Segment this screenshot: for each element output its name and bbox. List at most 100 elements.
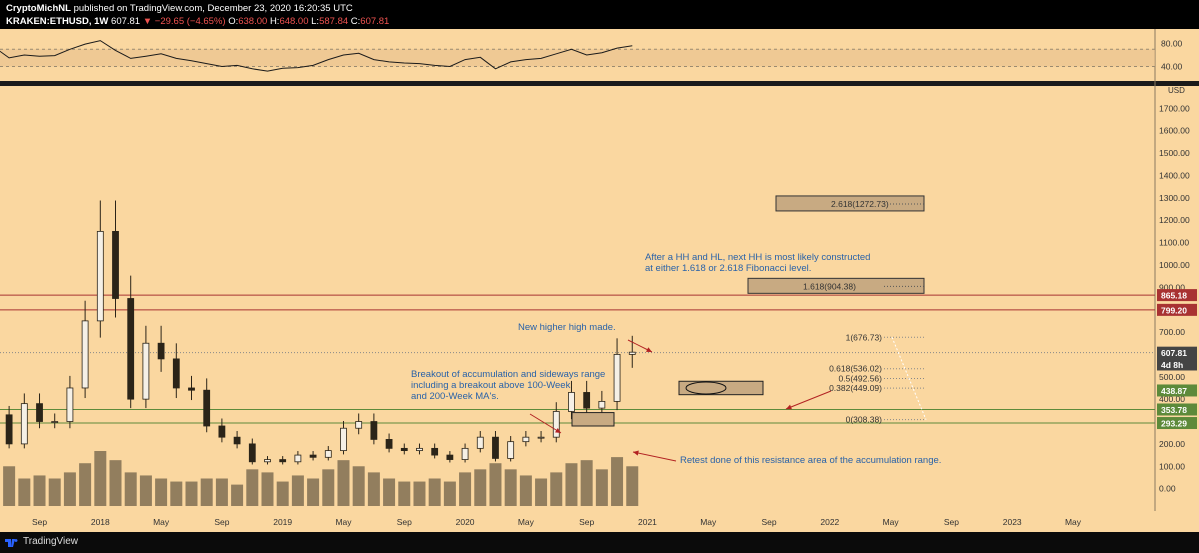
- time-tick-label: Sep: [32, 517, 47, 527]
- volume-bar: [94, 451, 107, 506]
- symbol-line: KRAKEN:ETHUSD, 1W 607.81 ▼ −29.65 (−4.65…: [6, 15, 389, 28]
- price-label-text: 607.81: [1161, 348, 1187, 358]
- candle-body: [36, 403, 43, 422]
- time-scale: [0, 511, 1199, 532]
- candle-body: [598, 400, 606, 409]
- volume-bar: [535, 478, 548, 506]
- volume-bar: [611, 457, 624, 506]
- footer-brand[interactable]: TradingView: [23, 536, 79, 547]
- rsi-tick-label: 80.00: [1161, 39, 1183, 49]
- volume-bar: [18, 478, 31, 506]
- high-value: 648.00: [279, 16, 309, 27]
- candle-body: [157, 342, 165, 360]
- price-label-tag: [1157, 358, 1197, 371]
- volume-bar: [413, 481, 426, 506]
- chart-area[interactable]: 80.00 40.00 USD 1700.00 1600.00 1500.00 1400.0…: [0, 29, 1199, 532]
- volume-bar: [383, 478, 396, 506]
- fib-trend-line: [891, 337, 927, 420]
- price-change: ▼ −29.65 (−4.65%): [142, 16, 226, 27]
- annotation-arrow: [632, 451, 677, 462]
- candle-body: [537, 436, 545, 439]
- volume-bar: [48, 478, 61, 506]
- publish-info: published on TradingView.com, December 2…: [73, 3, 353, 14]
- volume-bar: [595, 469, 608, 506]
- candle-body: [112, 230, 119, 299]
- price-tick-label: 1100.00: [1159, 238, 1189, 248]
- fib-level-label: 1.618(904.38): [803, 281, 856, 291]
- volume-bar: [79, 463, 92, 506]
- annotation-text: Retest done of this resistance area of t…: [680, 455, 941, 466]
- price-label-text: 293.29: [1161, 419, 1187, 429]
- annotation-text: New higher high made.: [518, 322, 616, 333]
- volume-bar: [398, 481, 411, 506]
- open-label: O:: [228, 16, 239, 27]
- volume-bar: [504, 469, 517, 506]
- price-label-text: 799.20: [1161, 305, 1187, 315]
- price-tick-label: 700.00: [1159, 327, 1185, 337]
- volume-bar: [626, 466, 639, 506]
- time-tick-label: Sep: [944, 517, 959, 527]
- author-name[interactable]: CryptoMichNL: [6, 3, 71, 14]
- price-label-tag: [1157, 346, 1197, 359]
- price-label-tag: [1157, 384, 1197, 397]
- candle-body: [583, 392, 591, 409]
- price-label-tag: [1157, 403, 1197, 416]
- candle-body: [400, 447, 408, 452]
- price-tick-label: 1200.00: [1159, 215, 1190, 225]
- time-tick-label: 2019: [273, 517, 292, 527]
- fib-level-label: 1(676.73): [846, 332, 883, 342]
- candle-body: [385, 439, 393, 449]
- candle-body: [172, 358, 180, 389]
- annotation-text: Breakout of accumulation and sideways ra…: [411, 369, 605, 380]
- volume-bar: [367, 472, 380, 506]
- annotation-text: including a breakout above 100-Week: [411, 380, 571, 391]
- time-tick-label: May: [1065, 517, 1082, 527]
- volume-bar: [276, 481, 289, 506]
- fib-level-label: 0.5(492.56): [839, 373, 883, 383]
- annotation-arrowhead: [555, 427, 561, 433]
- candle-body: [142, 342, 150, 400]
- low-value: 587.84: [319, 16, 349, 27]
- candle-body: [355, 421, 363, 429]
- annotation-text: and 200-Week MA's.: [411, 391, 499, 402]
- volume-bar: [352, 466, 365, 506]
- price-tick-label: 0.00: [1159, 484, 1176, 494]
- pane-divider: [0, 81, 1199, 86]
- volume-bar: [155, 478, 168, 506]
- volume-bar: [109, 460, 122, 506]
- candle-body: [294, 454, 302, 463]
- time-tick-label: Sep: [214, 517, 229, 527]
- time-tick-label: May: [153, 517, 170, 527]
- retest-box: [678, 380, 764, 396]
- annotation-arrowhead: [646, 347, 652, 352]
- price-tick-label: 1400.00: [1159, 170, 1190, 180]
- volume-bar: [185, 481, 198, 506]
- time-tick-label: Sep: [397, 517, 412, 527]
- accumulation-box: [571, 412, 615, 427]
- volume-bar: [474, 469, 487, 506]
- tradingview-logo-icon[interactable]: [4, 536, 20, 551]
- low-label: L:: [311, 16, 320, 27]
- annotation-arrow: [529, 413, 562, 434]
- volume-bar: [33, 475, 46, 506]
- price-tick-label: 1700.00: [1159, 103, 1190, 113]
- price-tick-label: 1500.00: [1159, 148, 1190, 158]
- price-tick-label: 100.00: [1159, 461, 1185, 471]
- annotation-arrowhead: [633, 450, 639, 456]
- price-label-text: 438.87: [1161, 386, 1187, 396]
- fib-level-label: 2.618(1272.73): [831, 199, 889, 209]
- fib-level-label: 0.618(536.02): [829, 364, 882, 374]
- volume-bar: [200, 478, 213, 506]
- time-tick-label: 2022: [820, 517, 839, 527]
- price-unit-label: USD: [1168, 86, 1185, 95]
- volume-bar: [519, 475, 532, 506]
- price-label-tag: [1157, 303, 1197, 316]
- volume-bar: [459, 472, 472, 506]
- fib-level-label: 0.382(449.09): [829, 383, 882, 393]
- candle-body: [461, 447, 469, 460]
- volume-bar: [580, 460, 593, 506]
- rsi-tick-label: 40.00: [1161, 62, 1183, 72]
- symbol-label[interactable]: KRAKEN:ETHUSD, 1W: [6, 16, 109, 27]
- annotation-text: at either 1.618 or 2.618 Fibonacci level…: [645, 263, 811, 274]
- time-tick-label: May: [518, 517, 535, 527]
